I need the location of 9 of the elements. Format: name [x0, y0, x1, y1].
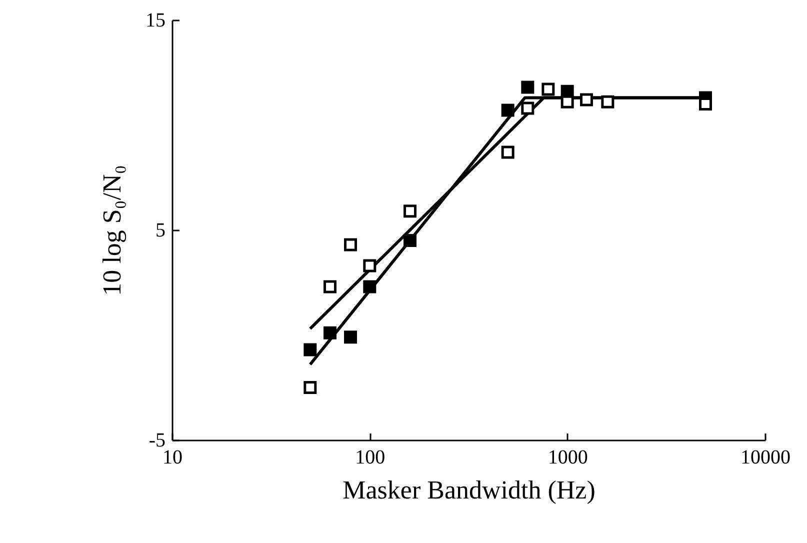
x-tick-label: 100: [355, 446, 386, 468]
y-tick-label: 5: [156, 220, 166, 242]
y-tick-label: -5: [148, 430, 166, 452]
y-tick-label: 15: [146, 10, 166, 32]
x-tick-label: 10: [162, 446, 182, 468]
x-axis-title: Masker Bandwidth (Hz): [342, 476, 596, 504]
y-axis-title: 10 log S₀/N₀: [98, 165, 126, 296]
x-tick-label: 1000: [548, 446, 588, 468]
x-tick-label: 10000: [740, 446, 790, 468]
